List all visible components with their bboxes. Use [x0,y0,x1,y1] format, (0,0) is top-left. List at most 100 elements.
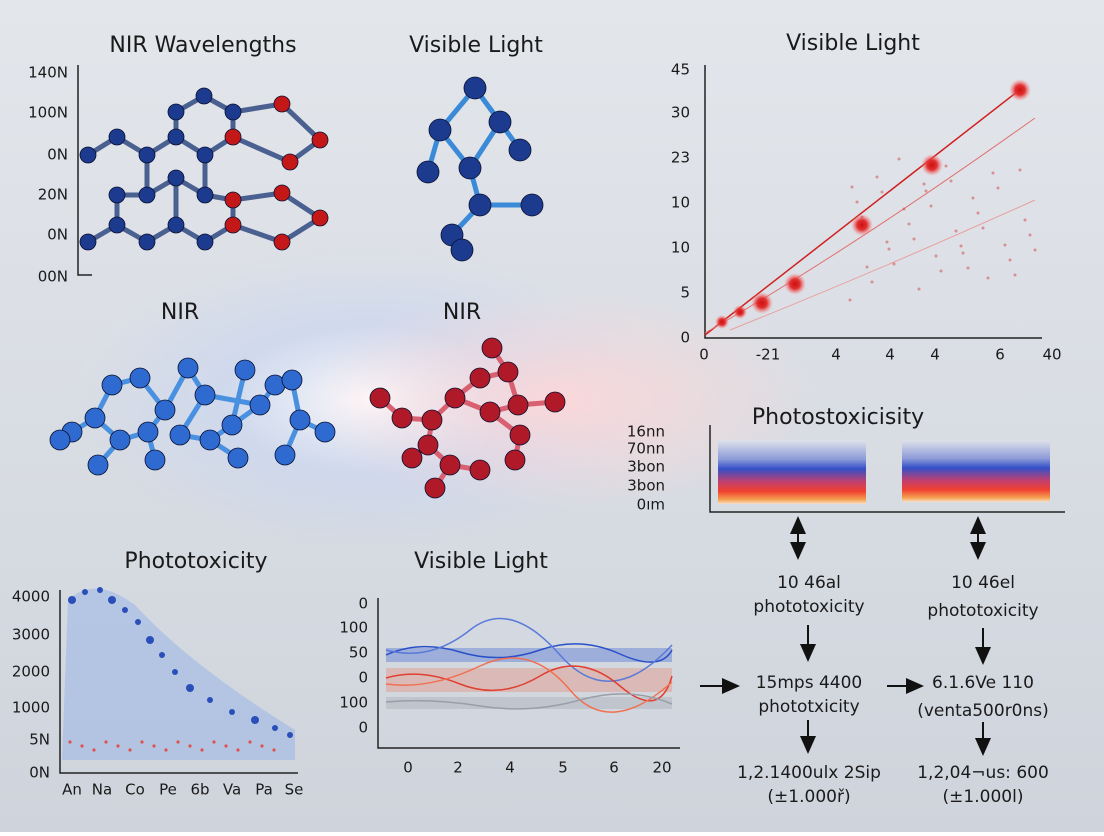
x-label: An [62,781,82,799]
atom [234,359,256,381]
dot [172,669,178,675]
atom [108,128,126,146]
atom [167,169,185,187]
flow-text: (venta500r0ns) [917,701,1049,721]
atom [507,394,529,416]
atom [468,193,492,217]
atom [154,399,176,421]
x-label: 4 [505,759,515,777]
dot [68,596,76,604]
dot [152,744,156,748]
dot [122,607,128,613]
speck [887,247,891,251]
axis [59,590,298,774]
atom [84,407,106,429]
atom [424,477,446,499]
speck [875,175,879,179]
dot [97,587,103,593]
speck [860,215,864,219]
dot [80,744,84,748]
y-label: 3000 [12,626,50,644]
atom [463,76,487,100]
y-label: 4000 [12,588,50,606]
y-label: 0 [358,669,368,687]
flow-text: 10 46el [951,573,1015,593]
title: Visible Light [414,549,548,574]
atom [195,87,213,105]
y-label: 16nn [627,423,665,441]
speck [855,200,859,204]
atom [129,367,151,389]
x-label: Co [125,781,145,799]
speck [892,262,896,266]
x-label: Se [285,781,304,799]
atom [138,233,156,251]
atom [221,414,243,436]
speck [949,179,953,183]
x-label: Pa [255,781,273,799]
atom [497,361,519,383]
spectrum-band [902,440,1050,502]
flow-text: 1,2,04¬us: 600 [917,763,1049,783]
y-label: 0N [29,764,50,782]
y-label: 0 [358,595,368,613]
dot [108,596,116,604]
atom [439,454,461,476]
atom [144,449,166,471]
spectrum-band [718,440,866,504]
point [784,273,806,295]
atom [311,131,329,149]
dot [128,748,132,752]
bond [280,102,322,142]
wave-bands [385,617,673,713]
speck [922,182,926,186]
y-label: 0 [680,329,690,347]
y-label: 1000 [12,699,50,717]
y-label: 100 [339,619,368,637]
wave [385,617,673,682]
y-label: 3bon [627,477,665,495]
wave [385,665,673,702]
x-label: 4 [885,346,895,364]
atom [369,387,391,409]
x-label: 0 [403,759,413,777]
atom [520,193,544,217]
speck [848,298,852,302]
atom [544,391,566,413]
atom [167,128,185,146]
y-label: 10 [671,194,690,212]
y-label: 45 [671,61,690,79]
axis [704,65,1042,339]
dot [186,684,194,692]
flow-text: 6.1.6Ve 110 [932,673,1034,693]
x-label: 5 [558,759,568,777]
speck [1033,248,1037,252]
speck [865,265,869,269]
dot [188,744,192,748]
speck [902,207,906,211]
atom [479,401,501,423]
dot [229,709,235,715]
atom [224,103,242,121]
y-label: 5 [680,284,690,302]
dot [140,740,144,744]
dot [287,732,293,738]
bond [232,222,283,245]
flow-text: (±1.000ř) [767,787,850,807]
wave [385,693,673,710]
atom [79,146,97,164]
dot [207,697,213,703]
dot [260,744,264,748]
y-label: 70nn [627,440,665,458]
atom [224,191,242,209]
flow-text: (±1.000l) [943,787,1024,807]
atom [79,233,97,251]
atom [138,186,156,204]
title: Photostoxicisity [752,405,924,430]
dot [236,748,240,752]
dot [200,748,204,752]
speck [939,269,943,273]
dot [224,744,228,748]
y-label: 10 [671,239,690,257]
